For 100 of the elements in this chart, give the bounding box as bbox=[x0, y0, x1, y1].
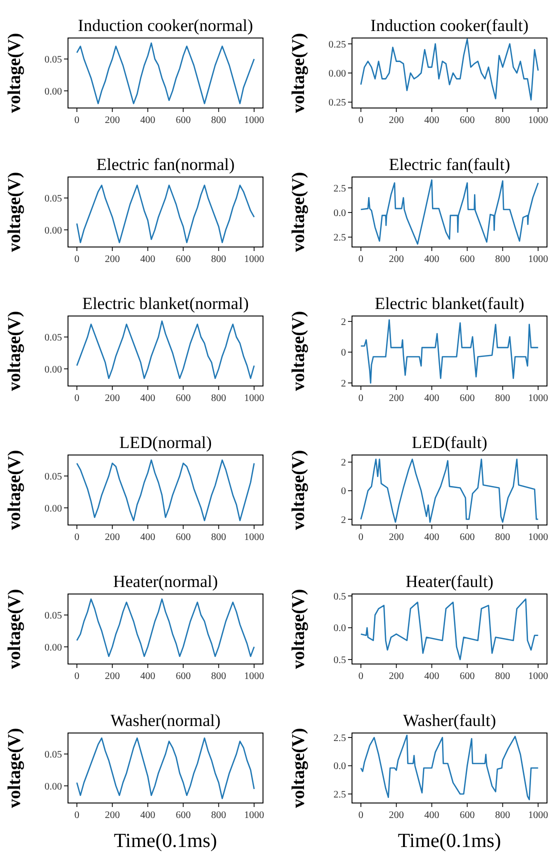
x-tick-label: 0 bbox=[74, 115, 80, 126]
x-tick-label: 400 bbox=[140, 671, 156, 682]
line-series bbox=[76, 320, 255, 380]
x-tick-label: 200 bbox=[104, 671, 120, 682]
y-tick-label: 0.00 bbox=[44, 86, 62, 98]
y-axis-title: voltage(V) bbox=[4, 728, 24, 808]
y-tick-label: 0.0 bbox=[334, 623, 346, 634]
x-tick-label: 0 bbox=[74, 393, 80, 404]
x-tick-label: 800 bbox=[211, 532, 226, 543]
x-tick-label: 400 bbox=[140, 393, 156, 404]
y-axis-title: voltage(V) bbox=[4, 172, 24, 252]
chart-title: LED(fault) bbox=[412, 433, 488, 452]
x-tick-label: 1000 bbox=[528, 254, 548, 265]
line-series bbox=[360, 179, 539, 245]
x-tick-label: 400 bbox=[424, 810, 440, 821]
y-tick-label: 0.05 bbox=[44, 610, 62, 622]
y-axis-title: voltage(V) bbox=[288, 450, 308, 530]
x-tick-label: 400 bbox=[424, 254, 440, 265]
x-tick-label: 0 bbox=[358, 532, 364, 543]
x-tick-label: 800 bbox=[495, 532, 510, 543]
x-tick-label: 600 bbox=[460, 810, 475, 821]
line-series bbox=[76, 184, 255, 244]
x-tick-label: 200 bbox=[388, 671, 404, 682]
chart-title: Washer(fault) bbox=[402, 711, 496, 730]
x-tick-label: 400 bbox=[424, 393, 440, 404]
line-series bbox=[360, 734, 539, 800]
chart-title: Washer(normal) bbox=[110, 711, 221, 730]
y-tick-label: 2.5 bbox=[334, 232, 346, 244]
x-tick-label: 800 bbox=[495, 810, 510, 821]
y-tick-label: 0.5 bbox=[334, 591, 346, 602]
x-tick-label: 600 bbox=[460, 393, 475, 404]
x-tick-label: 0 bbox=[358, 254, 364, 265]
chart-title: Induction cooker(normal) bbox=[78, 16, 254, 35]
y-tick-label: 0.00 bbox=[44, 781, 62, 792]
x-tick-label: 200 bbox=[388, 532, 404, 543]
x-tick-label: 1000 bbox=[244, 254, 264, 265]
y-axis-title: voltage(V) bbox=[288, 33, 308, 113]
x-tick-label: 400 bbox=[140, 115, 156, 126]
x-tick-label: 400 bbox=[140, 254, 156, 265]
x-tick-label: 400 bbox=[424, 115, 440, 126]
x-tick-label: 800 bbox=[211, 810, 226, 821]
x-tick-label: 0 bbox=[358, 393, 364, 404]
line-series bbox=[76, 737, 255, 800]
x-tick-label: 1000 bbox=[244, 810, 264, 821]
x-tick-label: 0 bbox=[358, 810, 364, 821]
chart-title: Induction cooker(fault) bbox=[370, 16, 529, 35]
x-tick-label: 600 bbox=[176, 810, 191, 821]
y-tick-label: 2.5 bbox=[334, 733, 346, 744]
x-tick-label: 600 bbox=[460, 671, 475, 682]
x-tick-label: 400 bbox=[140, 532, 156, 543]
y-tick-label: 0.5 bbox=[334, 655, 346, 666]
x-tick-label: 0 bbox=[358, 115, 364, 126]
x-tick-label: 600 bbox=[176, 532, 191, 543]
x-tick-label: 0 bbox=[74, 254, 80, 265]
x-axis-title: Time(0.1ms) bbox=[114, 830, 218, 852]
chart-title: Heater(fault) bbox=[406, 572, 494, 591]
y-axis-title: voltage(V) bbox=[288, 172, 308, 252]
y-tick-label: 2 bbox=[341, 514, 346, 526]
y-tick-label: 0.00 bbox=[44, 503, 62, 514]
x-tick-label: 800 bbox=[495, 115, 510, 126]
x-tick-label: 1000 bbox=[528, 393, 548, 404]
y-tick-label: 2 bbox=[341, 378, 346, 390]
y-tick-label: 0.05 bbox=[44, 54, 62, 66]
y-axis-title: voltage(V) bbox=[4, 450, 24, 530]
x-tick-label: 0 bbox=[74, 810, 80, 821]
x-axis-title: Time(0.1ms) bbox=[398, 830, 502, 852]
line-series bbox=[76, 459, 255, 522]
line-series bbox=[360, 319, 539, 384]
line-series bbox=[360, 598, 539, 660]
x-tick-label: 600 bbox=[460, 115, 475, 126]
y-tick-label: 0.05 bbox=[44, 332, 62, 344]
x-tick-label: 800 bbox=[495, 254, 510, 265]
x-tick-label: 1000 bbox=[528, 810, 548, 821]
x-tick-label: 800 bbox=[495, 393, 510, 404]
y-tick-label: 2.5 bbox=[334, 183, 346, 194]
y-axis-title: voltage(V) bbox=[4, 311, 24, 391]
x-tick-label: 200 bbox=[104, 115, 120, 126]
x-tick-label: 1000 bbox=[244, 393, 264, 404]
x-tick-label: 800 bbox=[495, 671, 510, 682]
x-tick-label: 600 bbox=[176, 393, 191, 404]
y-axis-title: voltage(V) bbox=[288, 589, 308, 669]
chart-title: Heater(normal) bbox=[113, 572, 218, 591]
chart-title: LED(normal) bbox=[119, 433, 212, 452]
y-tick-label: 0.25 bbox=[328, 98, 346, 109]
x-tick-label: 400 bbox=[424, 532, 440, 543]
x-tick-label: 0 bbox=[74, 671, 80, 682]
x-tick-label: 800 bbox=[211, 671, 226, 682]
x-tick-label: 800 bbox=[211, 254, 226, 265]
line-series bbox=[76, 598, 255, 658]
y-tick-label: 0.00 bbox=[44, 642, 62, 654]
y-tick-label: 0.00 bbox=[328, 68, 346, 80]
y-tick-label: 0.05 bbox=[44, 472, 62, 482]
y-tick-label: 2.5 bbox=[334, 789, 346, 800]
x-tick-label: 1000 bbox=[244, 115, 264, 126]
y-tick-label: 0 bbox=[341, 348, 346, 359]
x-tick-label: 200 bbox=[104, 393, 120, 404]
x-tick-label: 600 bbox=[460, 254, 475, 265]
x-tick-label: 1000 bbox=[528, 671, 548, 682]
line-series bbox=[360, 38, 539, 100]
x-tick-label: 800 bbox=[211, 115, 226, 126]
